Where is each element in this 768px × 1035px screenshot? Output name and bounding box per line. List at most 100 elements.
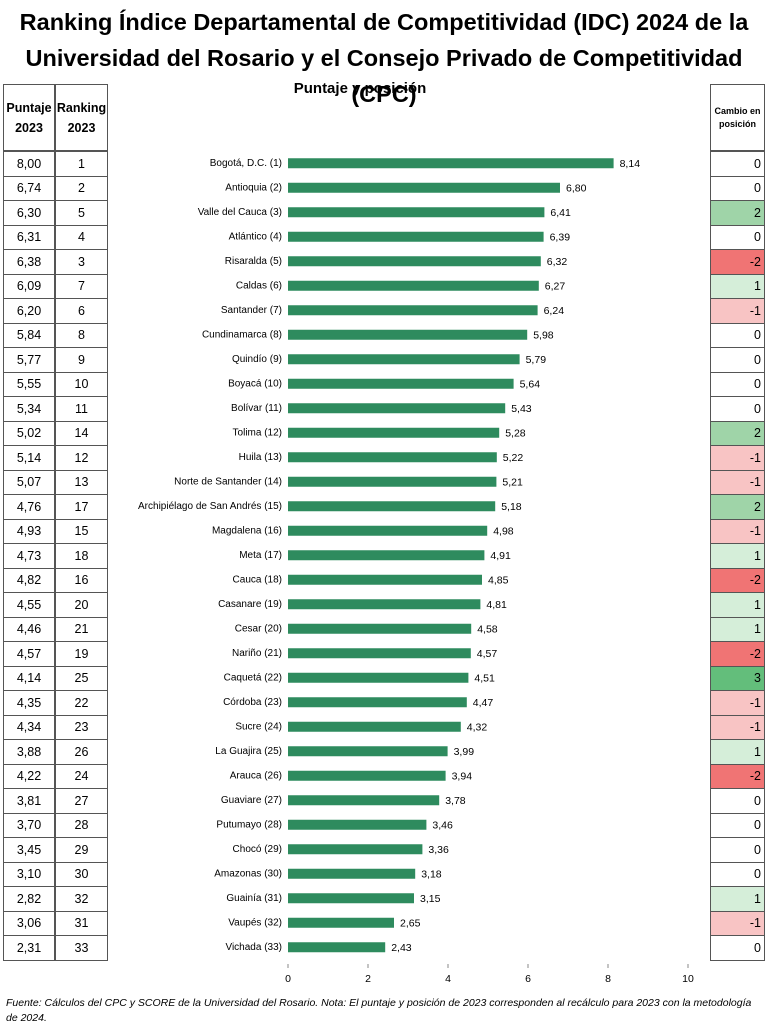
table-cell: 4,14 xyxy=(3,665,55,691)
change-cell: 2 xyxy=(710,200,765,226)
footnote: Fuente: Cálculos del CPC y SCORE de la U… xyxy=(6,997,752,1024)
category-label: Cesar (20) xyxy=(235,623,282,634)
table-cell: 31 xyxy=(55,910,108,936)
x-tick-label: 0 xyxy=(285,973,291,985)
category-label: Casanare (19) xyxy=(218,599,282,610)
change-cell: 0 xyxy=(710,371,765,397)
bar xyxy=(288,672,469,683)
table-cell: 4 xyxy=(55,224,108,250)
change-cell: 0 xyxy=(710,935,765,961)
x-tick-label: 10 xyxy=(682,973,694,985)
change-cell: 0 xyxy=(710,224,765,250)
table-cell: 5,07 xyxy=(3,469,55,495)
value-label: 4,91 xyxy=(490,550,511,562)
bar xyxy=(288,354,520,365)
bar xyxy=(288,819,427,830)
bar xyxy=(288,280,539,291)
table-cell: 5,14 xyxy=(3,445,55,471)
table-cell: 15 xyxy=(55,518,108,544)
category-label: Archipiélago de San Andrés (15) xyxy=(138,501,282,512)
category-label: Santander (7) xyxy=(221,305,282,316)
value-label: 5,79 xyxy=(526,354,547,366)
category-label: Risaralda (5) xyxy=(225,256,282,267)
table-cell: 4,82 xyxy=(3,567,55,593)
table-cell: 24 xyxy=(55,763,108,789)
table-cell: 22 xyxy=(55,690,108,716)
value-label: 5,28 xyxy=(505,428,526,440)
value-label: 5,22 xyxy=(503,452,524,464)
bar xyxy=(288,795,440,806)
change-cell: -2 xyxy=(710,641,765,667)
table-cell: 4,35 xyxy=(3,690,55,716)
value-label: 5,43 xyxy=(511,403,532,415)
change-cell: 0 xyxy=(710,151,765,177)
table-cell: 12 xyxy=(55,445,108,471)
table-cell: 8,00 xyxy=(3,151,55,177)
value-label: 3,18 xyxy=(421,869,442,881)
table-cell: 28 xyxy=(55,812,108,838)
value-label: 3,46 xyxy=(432,820,453,832)
x-tick-label: 2 xyxy=(365,973,371,985)
bar xyxy=(288,648,471,659)
bar xyxy=(288,917,394,928)
table-cell: 9 xyxy=(55,347,108,373)
table-cell: 19 xyxy=(55,641,108,667)
change-header: Cambio en posición xyxy=(710,84,765,151)
bar xyxy=(288,770,446,781)
table-cell: 33 xyxy=(55,935,108,961)
table-cell: 5,77 xyxy=(3,347,55,373)
bar xyxy=(288,476,497,487)
bar xyxy=(288,329,528,340)
value-label: 3,15 xyxy=(420,893,441,905)
value-label: 6,80 xyxy=(566,183,587,195)
subtitle: Puntaje y posición xyxy=(293,80,427,97)
x-tick-label: 8 xyxy=(605,973,611,985)
table-cell: 5,84 xyxy=(3,322,55,348)
change-cell: -1 xyxy=(710,518,765,544)
table-cell: 17 xyxy=(55,494,108,520)
table-cell: 6,09 xyxy=(3,273,55,299)
value-label: 5,64 xyxy=(520,379,541,391)
change-cell: -2 xyxy=(710,567,765,593)
table-cell: 14 xyxy=(55,420,108,446)
change-cell: 3 xyxy=(710,665,765,691)
category-label: Tolima (12) xyxy=(233,427,282,438)
value-label: 4,47 xyxy=(473,697,494,709)
table-cell: 4,73 xyxy=(3,543,55,569)
value-label: 2,65 xyxy=(400,918,421,930)
table-cell: 5 xyxy=(55,200,108,226)
table-cell: 6,30 xyxy=(3,200,55,226)
table-cell: 10 xyxy=(55,371,108,397)
category-label: Meta (17) xyxy=(239,550,282,561)
bar xyxy=(288,599,481,610)
table-cell: 32 xyxy=(55,886,108,912)
table-cell: 27 xyxy=(55,788,108,814)
bar xyxy=(288,158,614,169)
value-label: 4,32 xyxy=(467,722,488,734)
change-cell: -2 xyxy=(710,763,765,789)
bar xyxy=(288,452,497,463)
change-cell: 1 xyxy=(710,543,765,569)
value-label: 4,57 xyxy=(477,648,498,660)
bar xyxy=(288,746,448,757)
change-cell: 0 xyxy=(710,837,765,863)
category-label: Bogotá, D.C. (1) xyxy=(210,158,282,169)
category-label: Córdoba (23) xyxy=(223,697,282,708)
category-label: Chocó (29) xyxy=(233,844,282,855)
change-cell: -1 xyxy=(710,469,765,495)
table-cell: 8 xyxy=(55,322,108,348)
bar xyxy=(288,550,485,561)
bar xyxy=(288,623,472,634)
bar xyxy=(288,182,560,193)
table-cell: 18 xyxy=(55,543,108,569)
category-label: Nariño (21) xyxy=(232,648,282,659)
category-label: La Guajira (25) xyxy=(215,746,282,757)
table-header: Ranking 2023 xyxy=(55,84,108,151)
change-cell: 1 xyxy=(710,739,765,765)
bar xyxy=(288,305,538,316)
bar xyxy=(288,942,386,953)
change-cell: 0 xyxy=(710,322,765,348)
table-cell: 4,57 xyxy=(3,641,55,667)
value-label: 3,94 xyxy=(452,771,473,783)
change-cell: 0 xyxy=(710,861,765,887)
